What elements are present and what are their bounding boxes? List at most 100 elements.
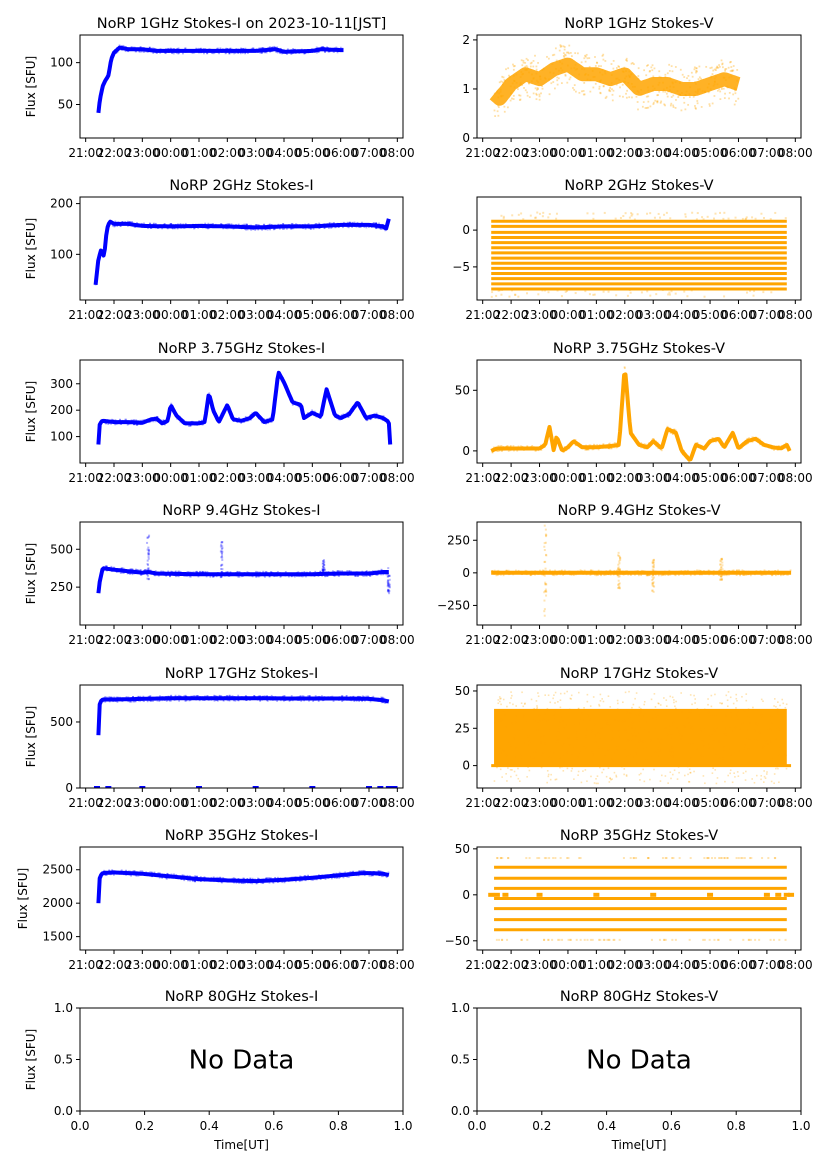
data-point	[296, 223, 299, 226]
data-point	[204, 48, 207, 50]
data-point	[193, 573, 196, 576]
data-point	[291, 403, 294, 406]
data-point	[669, 431, 672, 434]
data-point	[378, 699, 381, 701]
data-point	[298, 225, 301, 228]
data-point	[748, 571, 751, 574]
data-point	[377, 224, 380, 227]
data-point	[314, 573, 317, 576]
data-point	[220, 49, 222, 51]
spike-point	[147, 535, 150, 538]
data-point	[116, 223, 119, 225]
data-point	[312, 410, 314, 413]
data-point	[491, 570, 494, 572]
data-point	[153, 48, 156, 51]
data-point	[127, 422, 130, 425]
data-point	[370, 416, 373, 419]
data-point	[538, 93, 541, 96]
data-point	[268, 575, 271, 578]
data-point	[728, 91, 731, 94]
data-point	[199, 51, 202, 54]
data-point	[331, 571, 333, 574]
data-point	[754, 438, 756, 441]
data-point	[735, 574, 738, 577]
data-point	[200, 573, 203, 576]
data-point	[268, 573, 271, 576]
data-point	[181, 421, 184, 424]
data-point	[532, 77, 535, 80]
data-point	[749, 438, 752, 441]
data-point	[542, 572, 545, 575]
data-point	[142, 50, 145, 53]
data-point	[711, 102, 714, 105]
data-point	[293, 575, 296, 578]
data-point	[600, 79, 602, 82]
data-point	[263, 574, 266, 577]
data-point	[154, 48, 156, 51]
data-point	[263, 223, 266, 226]
data-point	[515, 446, 518, 449]
data-point	[243, 223, 246, 226]
data-point	[530, 570, 533, 573]
x-tick-label: 22:00	[494, 308, 529, 322]
data-point	[275, 386, 278, 389]
data-point	[130, 700, 133, 703]
data-point	[226, 48, 229, 50]
band-point	[506, 762, 509, 765]
data-point	[176, 48, 179, 50]
band-point	[662, 712, 665, 714]
data-point	[240, 227, 243, 230]
data-point	[561, 572, 564, 575]
data-point	[626, 393, 628, 395]
faint-point	[560, 295, 563, 298]
data-point	[139, 699, 142, 702]
band-point	[510, 691, 512, 693]
faint-point	[544, 289, 547, 292]
data-point	[496, 572, 499, 574]
data-point	[296, 575, 298, 577]
data-point	[646, 572, 649, 575]
faint-point	[490, 295, 493, 298]
data-point	[541, 569, 544, 572]
data-point	[662, 573, 665, 576]
data-point	[677, 94, 680, 97]
data-point	[611, 445, 614, 448]
data-point	[645, 574, 648, 577]
band-point	[511, 722, 514, 725]
data-point	[576, 572, 579, 575]
data-point	[524, 572, 527, 575]
data-point	[235, 573, 238, 576]
data-point	[214, 49, 217, 51]
band-point	[707, 698, 709, 700]
data-point	[733, 87, 736, 90]
band-point	[502, 710, 505, 712]
data-point	[771, 573, 773, 576]
data-point	[274, 698, 277, 701]
data-point	[140, 569, 142, 572]
data-point	[237, 51, 240, 54]
data-point	[189, 424, 192, 427]
data-point	[207, 399, 210, 402]
data-point	[366, 419, 368, 422]
data-point	[306, 50, 309, 52]
data-point	[748, 437, 751, 439]
data-point	[356, 572, 358, 575]
data-point	[552, 72, 555, 75]
data-point	[709, 76, 712, 79]
data-point	[599, 572, 602, 574]
data-point	[492, 447, 495, 450]
data-point	[292, 48, 294, 50]
spike-point	[652, 565, 655, 568]
data-point	[114, 52, 117, 54]
data-point	[250, 224, 252, 227]
data-point	[100, 93, 103, 96]
spike-point	[618, 568, 621, 571]
data-point	[563, 445, 566, 448]
data-point	[262, 223, 265, 226]
data-point	[610, 63, 613, 65]
data-point	[297, 403, 299, 406]
data-point	[120, 567, 123, 570]
data-point	[249, 699, 251, 701]
data-point	[102, 700, 105, 703]
band-point	[760, 698, 763, 701]
